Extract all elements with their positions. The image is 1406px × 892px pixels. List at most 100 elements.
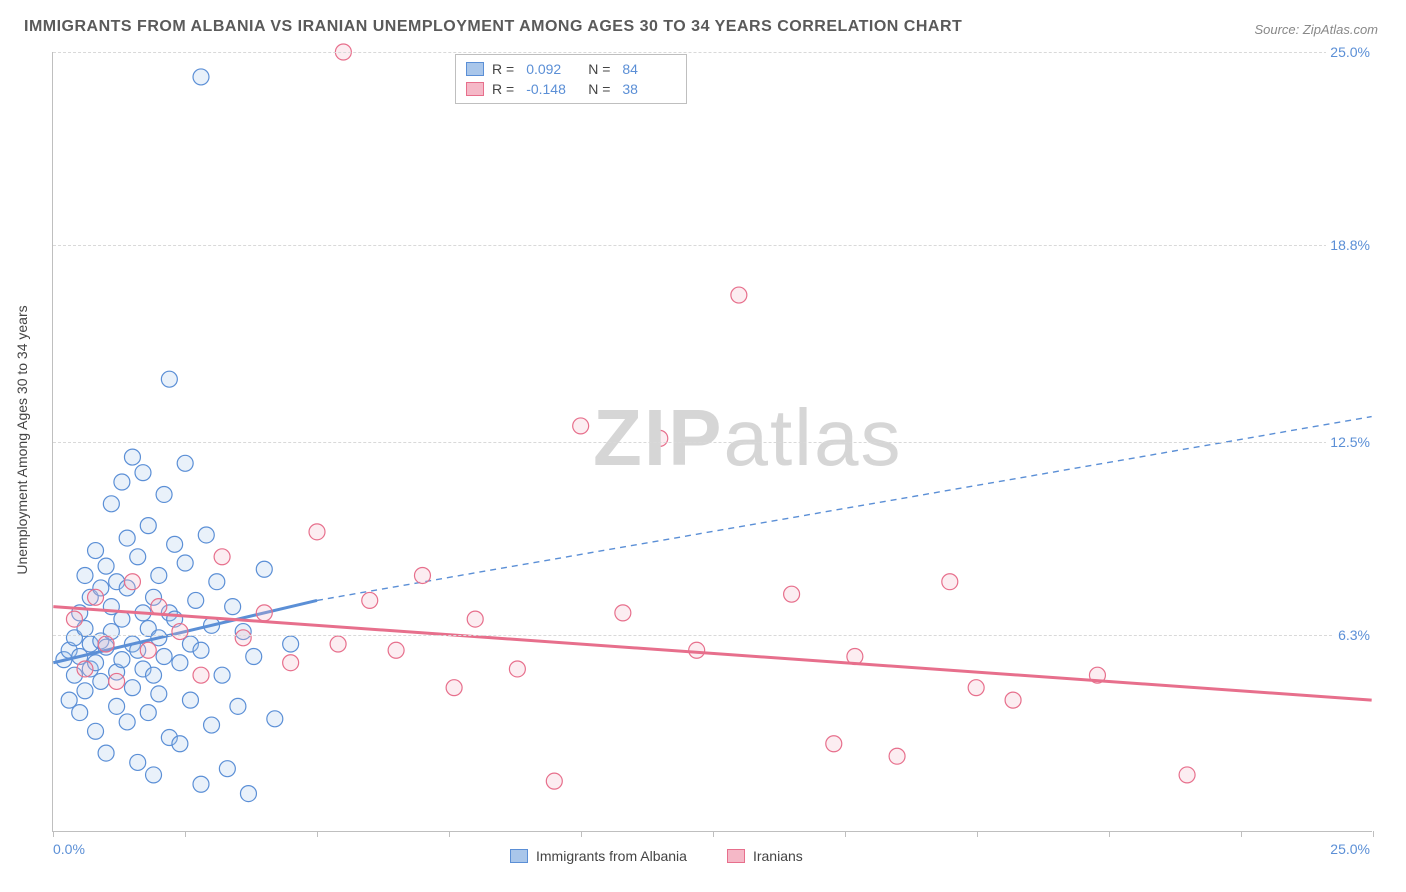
series-legend: Immigrants from Albania Iranians: [510, 848, 803, 864]
marker-albania: [193, 69, 209, 85]
legend-n-label: N =: [588, 59, 610, 79]
marker-albania: [114, 474, 130, 490]
x-tick: [713, 831, 714, 837]
correlation-legend: R = 0.092 N = 84 R = -0.148 N = 38: [455, 54, 687, 104]
marker-albania: [151, 567, 167, 583]
marker-iranians: [467, 611, 483, 627]
legend-r-value: 0.092: [526, 59, 580, 79]
marker-albania: [156, 649, 172, 665]
marker-iranians: [615, 605, 631, 621]
series-legend-item-iranians: Iranians: [727, 848, 803, 864]
marker-iranians: [784, 586, 800, 602]
marker-albania: [119, 714, 135, 730]
legend-swatch: [466, 62, 484, 76]
marker-iranians: [731, 287, 747, 303]
marker-albania: [161, 371, 177, 387]
marker-iranians: [98, 636, 114, 652]
marker-albania: [167, 536, 183, 552]
y-axis-label: Unemployment Among Ages 30 to 34 years: [14, 305, 30, 574]
marker-iranians: [546, 773, 562, 789]
marker-albania: [146, 667, 162, 683]
marker-albania: [130, 549, 146, 565]
marker-albania: [88, 723, 104, 739]
marker-albania: [98, 558, 114, 574]
marker-iranians: [214, 549, 230, 565]
marker-albania: [283, 636, 299, 652]
marker-iranians: [362, 592, 378, 608]
marker-albania: [77, 567, 93, 583]
trendline-extrapolation-albania: [317, 417, 1372, 601]
x-tick: [845, 831, 846, 837]
marker-iranians: [388, 642, 404, 658]
marker-iranians: [309, 524, 325, 540]
legend-row-iranians: R = -0.148 N = 38: [466, 79, 676, 99]
legend-n-label: N =: [588, 79, 610, 99]
marker-iranians: [193, 667, 209, 683]
legend-swatch: [466, 82, 484, 96]
marker-albania: [240, 786, 256, 802]
marker-iranians: [124, 574, 140, 590]
marker-iranians: [414, 567, 430, 583]
legend-swatch: [727, 849, 745, 863]
marker-iranians: [889, 748, 905, 764]
x-tick: [1109, 831, 1110, 837]
marker-albania: [140, 705, 156, 721]
marker-albania: [182, 692, 198, 708]
marker-albania: [177, 455, 193, 471]
plot-area: ZIPatlas 0.0% 25.0% 6.3%12.5%18.8%25.0%: [52, 52, 1372, 832]
marker-iranians: [66, 611, 82, 627]
marker-albania: [256, 561, 272, 577]
marker-albania: [119, 530, 135, 546]
x-tick: [317, 831, 318, 837]
marker-albania: [177, 555, 193, 571]
marker-albania: [88, 543, 104, 559]
marker-iranians: [1005, 692, 1021, 708]
marker-albania: [124, 680, 140, 696]
x-tick: [1373, 831, 1374, 837]
y-tick-label: 18.8%: [1326, 237, 1374, 253]
marker-albania: [188, 592, 204, 608]
x-tick: [449, 831, 450, 837]
source-attribution: Source: ZipAtlas.com: [1254, 22, 1378, 37]
marker-albania: [219, 761, 235, 777]
legend-r-label: R =: [492, 79, 514, 99]
marker-iranians: [330, 636, 346, 652]
marker-albania: [93, 673, 109, 689]
marker-albania: [214, 667, 230, 683]
legend-n-value: 38: [622, 79, 676, 99]
legend-swatch: [510, 849, 528, 863]
marker-iranians: [652, 430, 668, 446]
y-tick-label: 25.0%: [1326, 44, 1374, 60]
marker-iranians: [256, 605, 272, 621]
marker-iranians: [235, 630, 251, 646]
marker-iranians: [689, 642, 705, 658]
legend-n-value: 84: [622, 59, 676, 79]
marker-iranians: [942, 574, 958, 590]
marker-albania: [172, 655, 188, 671]
marker-albania: [209, 574, 225, 590]
gridline: [53, 635, 1372, 636]
legend-r-value: -0.148: [526, 79, 580, 99]
marker-albania: [130, 754, 146, 770]
legend-r-label: R =: [492, 59, 514, 79]
chart-title: IMMIGRANTS FROM ALBANIA VS IRANIAN UNEMP…: [24, 18, 962, 36]
x-origin-label: 0.0%: [53, 841, 85, 857]
marker-iranians: [140, 642, 156, 658]
marker-albania: [77, 683, 93, 699]
marker-iranians: [446, 680, 462, 696]
marker-albania: [103, 496, 119, 512]
marker-albania: [204, 717, 220, 733]
series-legend-item-albania: Immigrants from Albania: [510, 848, 687, 864]
gridline: [53, 245, 1372, 246]
marker-albania: [156, 486, 172, 502]
x-tick: [185, 831, 186, 837]
marker-iranians: [283, 655, 299, 671]
marker-albania: [198, 527, 214, 543]
marker-albania: [230, 698, 246, 714]
marker-albania: [151, 686, 167, 702]
gridline: [53, 52, 1372, 53]
marker-iranians: [77, 661, 93, 677]
y-tick-label: 12.5%: [1326, 434, 1374, 450]
marker-albania: [114, 652, 130, 668]
x-tick: [1241, 831, 1242, 837]
